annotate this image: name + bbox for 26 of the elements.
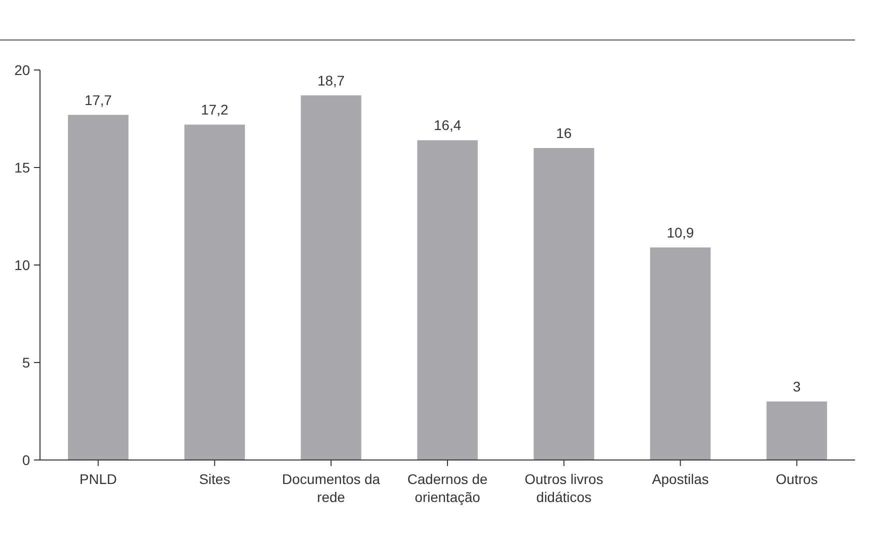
bar — [650, 247, 711, 460]
data-label: 18,7 — [317, 72, 345, 88]
bar — [300, 95, 362, 460]
bar — [417, 140, 478, 460]
y-tick-label: 20 — [14, 62, 30, 78]
x-tick-label: Apostilas — [652, 471, 709, 487]
x-tick-label: PNLD — [80, 471, 117, 487]
y-tick-label: 15 — [14, 159, 30, 176]
bar — [534, 148, 594, 460]
x-tick-label: Documentos da rede — [282, 471, 380, 505]
y-tick-label: 10 — [14, 256, 30, 273]
x-tick-label: Outros livros didáticos — [524, 471, 604, 505]
y-tick-label: 0 — [22, 452, 30, 468]
bar — [68, 114, 128, 460]
bar — [766, 402, 828, 460]
x-tick-label: Outros — [776, 471, 818, 487]
data-label: 16,4 — [434, 117, 462, 134]
data-label: 10,9 — [666, 224, 694, 240]
data-label: 17,7 — [84, 92, 112, 108]
y-tick-label: 5 — [22, 354, 30, 370]
x-tick-label: Sites — [199, 471, 230, 487]
x-tick-label: Cadernos de orientação — [407, 471, 488, 505]
data-label: 16 — [556, 125, 572, 141]
bar — [184, 124, 245, 460]
data-label: 17,2 — [201, 102, 228, 118]
data-label: 3 — [792, 378, 801, 394]
